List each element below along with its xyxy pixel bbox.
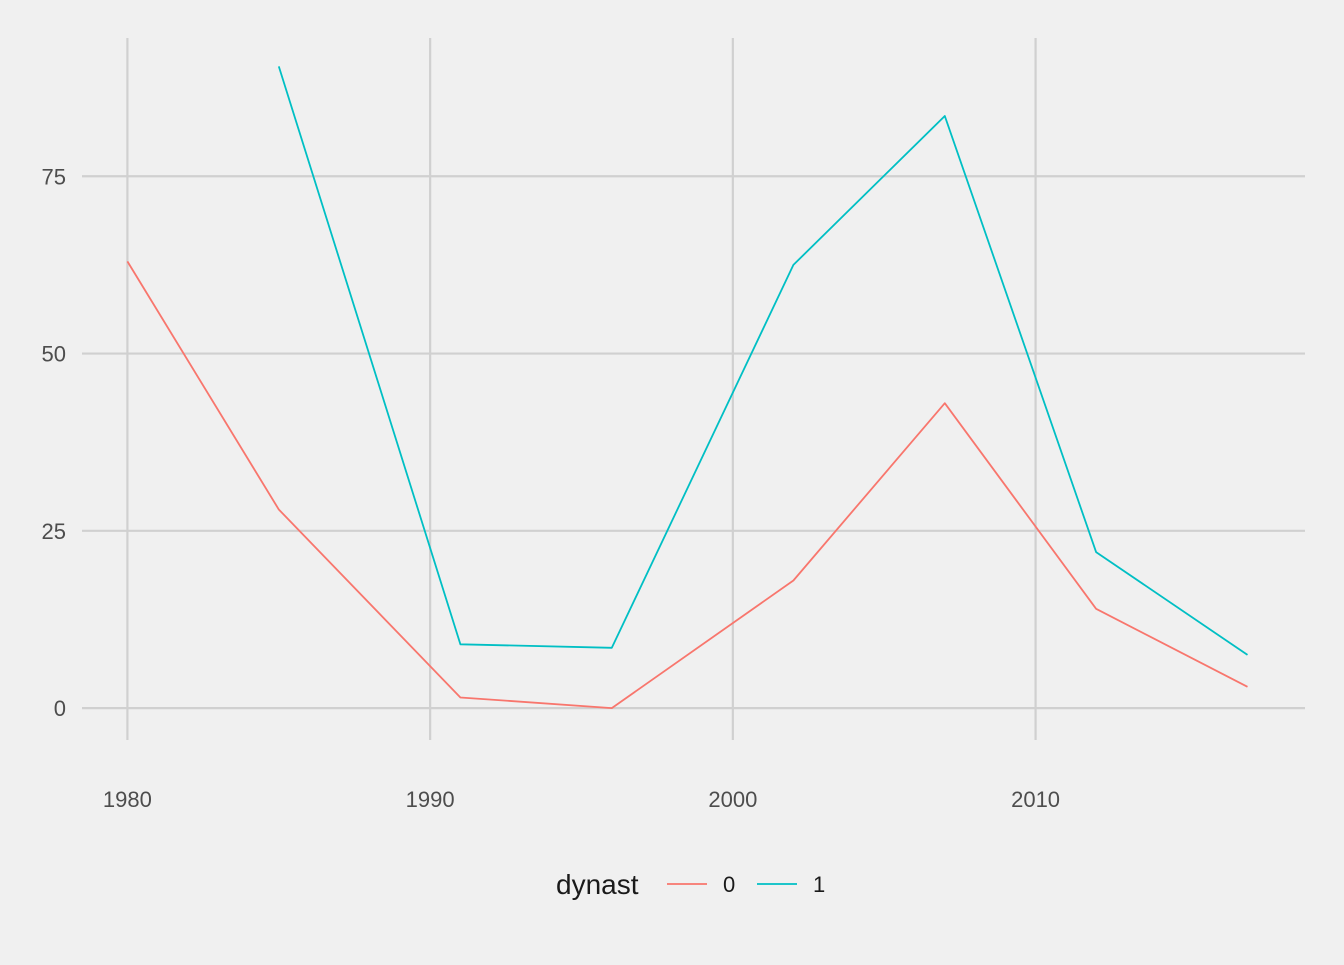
legend-label-1: 1 — [813, 872, 825, 897]
y-tick-label-25: 25 — [42, 519, 66, 544]
y-tick-label-0: 0 — [54, 696, 66, 721]
legend: dynast 0 1 — [556, 869, 825, 900]
series-layer — [126, 66, 1249, 709]
series-line-1 — [277, 66, 1249, 656]
x-tick-label-1990: 1990 — [406, 787, 455, 812]
grid-layer — [82, 38, 1305, 740]
axis-layer: 1980 1990 2000 2010 0 25 50 75 — [42, 164, 1061, 812]
y-tick-label-75: 75 — [42, 164, 66, 189]
x-tick-label-1980: 1980 — [103, 787, 152, 812]
x-tick-label-2010: 2010 — [1011, 787, 1060, 812]
y-tick-label-50: 50 — [42, 342, 66, 367]
x-tick-label-2000: 2000 — [708, 787, 757, 812]
legend-label-0: 0 — [723, 872, 735, 897]
legend-title: dynast — [556, 869, 639, 900]
series-line-0 — [126, 260, 1248, 709]
